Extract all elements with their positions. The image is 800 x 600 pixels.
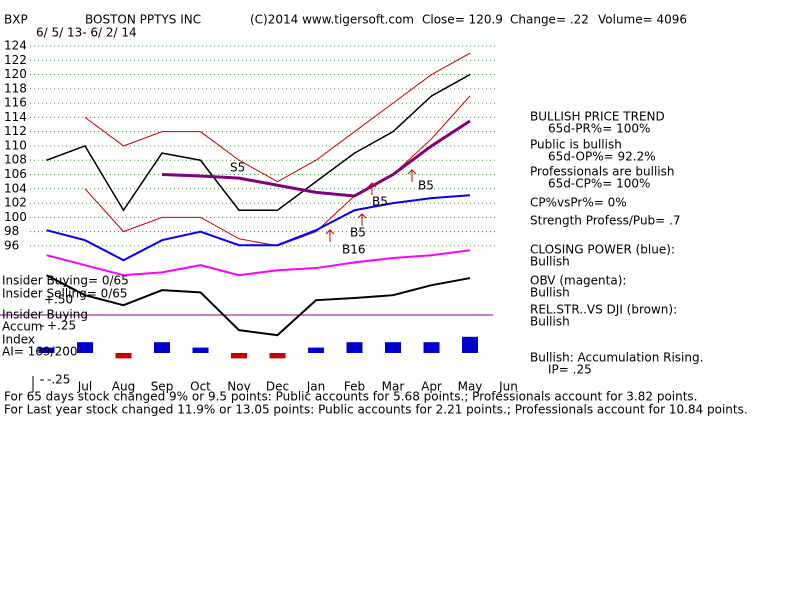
signal-arrow bbox=[407, 169, 417, 182]
x-tick-label: May bbox=[458, 380, 483, 394]
y-tick-label: 118 bbox=[4, 81, 27, 95]
y-tick-label: 124 bbox=[4, 39, 27, 53]
signal-label: B16 bbox=[342, 243, 366, 257]
signal-arrow bbox=[325, 229, 335, 242]
accum-bar bbox=[385, 342, 401, 353]
change: Change= .22 bbox=[510, 13, 589, 27]
y-tick-label: 112 bbox=[4, 124, 27, 138]
y2-tick-label: -.25 bbox=[47, 373, 70, 387]
signal-note: CP%vsPr%= 0% bbox=[530, 196, 627, 210]
x-tick-label: Oct bbox=[190, 380, 211, 394]
volume: Volume= 4096 bbox=[598, 13, 687, 27]
signal-note: Bullish bbox=[530, 315, 570, 329]
symbol: BXP bbox=[4, 13, 28, 27]
series-line bbox=[46, 249, 471, 277]
y-tick-label: 122 bbox=[4, 53, 27, 67]
signal-label: B5 bbox=[372, 195, 388, 209]
insider-note: Insider Buying bbox=[2, 308, 88, 322]
signal-note: Strength Profess/Pub= .7 bbox=[530, 214, 680, 228]
x-tick-label: Sep bbox=[151, 380, 174, 394]
x-tick-label: Feb bbox=[344, 380, 365, 394]
x-tick-label: Jul bbox=[77, 380, 92, 394]
insider-note: Index bbox=[2, 333, 35, 347]
accum-bar bbox=[115, 353, 132, 359]
signal-note: BULLISH PRICE TREND bbox=[530, 110, 665, 124]
y-tick-label: 98 bbox=[4, 224, 19, 238]
signal-note: CLOSING POWER (blue): bbox=[530, 243, 675, 257]
signal-note: 65d-CP%= 100% bbox=[548, 177, 650, 191]
signal-arrow bbox=[357, 213, 367, 226]
close: Close= 120.9 bbox=[422, 13, 503, 27]
signal-note: OBV (magenta): bbox=[530, 274, 626, 288]
signal-note: Bullish bbox=[530, 255, 570, 269]
x-tick-label: Aug bbox=[112, 380, 135, 394]
signal-label: B5 bbox=[418, 179, 434, 193]
accum-bar bbox=[308, 347, 324, 353]
source: (C)2014 www.tigersoft.com bbox=[250, 13, 414, 27]
signal-note: Bullish bbox=[530, 286, 570, 300]
chart-title: BOSTON PPTYS INC bbox=[85, 13, 201, 27]
y-tick-label: 104 bbox=[4, 181, 27, 195]
series-line bbox=[161, 119, 471, 198]
x-tick-label: Mar bbox=[382, 380, 405, 394]
accum-bar bbox=[423, 342, 440, 353]
signal-note: IP= .25 bbox=[548, 363, 592, 377]
signal-note: 65d-OP%= 92.2% bbox=[548, 150, 656, 164]
accum-bar bbox=[154, 342, 170, 353]
y2-tick-label: +.25 bbox=[47, 319, 76, 333]
signal-note: REL.STR..VS DJI (brown): bbox=[530, 303, 677, 317]
insider-note: Insider Buying= 0/65 bbox=[2, 274, 129, 288]
y-tick-label: 106 bbox=[4, 167, 27, 181]
y-tick-label: 116 bbox=[4, 96, 27, 110]
accum-bar bbox=[231, 353, 247, 359]
insider-note: AI= 169/200 bbox=[2, 345, 77, 359]
insider-note: +.50 bbox=[44, 293, 73, 307]
signal-note: Public is bullish bbox=[530, 138, 622, 152]
x-tick-label: Dec bbox=[266, 380, 289, 394]
y-tick-label: 110 bbox=[4, 138, 27, 152]
accum-bar bbox=[38, 347, 55, 353]
subtitle: 6/ 5/ 13- 6/ 2/ 14 bbox=[36, 26, 137, 40]
y-tick-label: 108 bbox=[4, 153, 27, 167]
signal-label: B5 bbox=[350, 226, 366, 240]
accum-bar bbox=[77, 342, 93, 353]
y-tick-label: 114 bbox=[4, 110, 27, 124]
series-line bbox=[84, 52, 471, 183]
signal-note: Bullish: Accumulation Rising. bbox=[530, 351, 703, 365]
accum-bar bbox=[462, 336, 478, 353]
accum-bar bbox=[346, 342, 363, 353]
insider-note: Accum bbox=[2, 320, 43, 334]
y-tick-label: 96 bbox=[4, 238, 19, 252]
x-tick-label: Nov bbox=[227, 380, 250, 394]
accum-bar bbox=[269, 353, 286, 359]
signal-arrow bbox=[367, 182, 377, 195]
series-line bbox=[46, 194, 471, 262]
y-tick-label: 100 bbox=[4, 210, 27, 224]
insider-note: Insider Selling= 0/65 bbox=[2, 287, 128, 301]
x-tick-label: Apr bbox=[421, 380, 442, 394]
y-tick-label: 120 bbox=[4, 67, 27, 81]
signal-label: S5 bbox=[230, 161, 245, 175]
signal-note: Professionals are bullish bbox=[530, 165, 675, 179]
x-tick-label: Jan bbox=[306, 380, 326, 394]
x-tick-label: Jun bbox=[498, 380, 518, 394]
series-line bbox=[46, 73, 471, 212]
footer-line: For 65 days stock changed 9% or 9.5 poin… bbox=[4, 390, 698, 404]
y-tick-label: 102 bbox=[4, 196, 27, 210]
series-line bbox=[46, 274, 471, 337]
footer-line: For Last year stock changed 11.9% or 13.… bbox=[4, 403, 748, 417]
accum-bar bbox=[192, 347, 209, 353]
signal-note: 65d-PR%= 100% bbox=[548, 122, 650, 136]
